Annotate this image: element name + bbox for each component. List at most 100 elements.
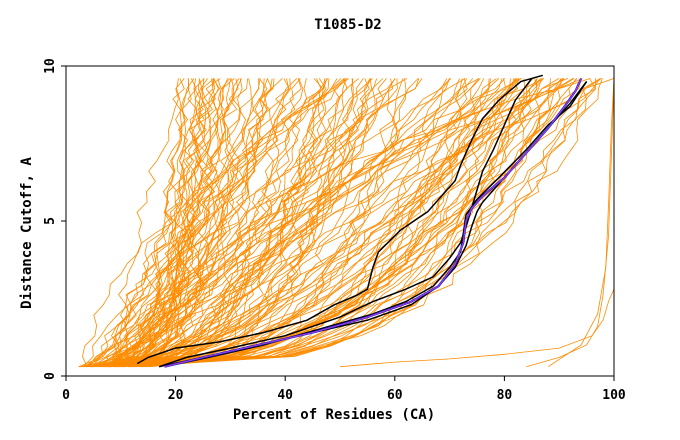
background-model-line bbox=[143, 78, 329, 368]
background-model-line bbox=[88, 78, 519, 367]
background-model-line bbox=[122, 78, 216, 368]
background-model-line bbox=[339, 289, 614, 368]
background-model-line bbox=[123, 78, 205, 368]
background-model-line bbox=[95, 78, 252, 368]
background-model-line bbox=[85, 78, 544, 368]
background-model-line bbox=[91, 78, 452, 368]
background-model-line bbox=[82, 78, 326, 367]
background-model-line bbox=[134, 78, 322, 367]
background-model-line bbox=[140, 78, 384, 368]
background-model-line bbox=[131, 78, 407, 368]
background-model-line bbox=[99, 78, 603, 368]
background-model-line bbox=[111, 78, 423, 367]
background-model-line bbox=[110, 78, 215, 368]
background-model-line bbox=[121, 78, 497, 368]
background-model-line bbox=[78, 78, 268, 368]
background-model-line bbox=[115, 78, 221, 367]
background-model-line bbox=[102, 78, 551, 368]
background-model-line bbox=[90, 78, 569, 368]
y-tick-label: 5 bbox=[43, 217, 58, 225]
x-axis-label: Percent of Residues (CA) bbox=[233, 407, 435, 423]
background-model-line bbox=[103, 78, 273, 368]
background-model-line bbox=[122, 78, 520, 368]
background-model-line bbox=[90, 78, 404, 368]
background-model-line bbox=[136, 78, 290, 368]
background-model-line bbox=[108, 78, 485, 368]
background-model-line bbox=[130, 78, 480, 368]
background-model-line bbox=[117, 78, 420, 367]
background-model-line bbox=[132, 78, 578, 368]
background-model-line bbox=[103, 78, 564, 368]
background-model-line bbox=[122, 78, 614, 367]
x-tick-label: 0 bbox=[62, 388, 70, 403]
background-model-line bbox=[107, 78, 190, 368]
background-model-line bbox=[85, 78, 460, 368]
background-model-line bbox=[120, 78, 451, 368]
y-tick-label: 10 bbox=[43, 58, 58, 74]
background-model-line bbox=[110, 78, 348, 368]
background-model-line bbox=[111, 78, 261, 368]
background-model-line bbox=[131, 78, 371, 368]
background-model-line bbox=[109, 78, 342, 368]
background-model-line bbox=[90, 78, 372, 368]
best-model-core-line bbox=[164, 78, 582, 368]
x-axis: 0 20 40 60 80 100 bbox=[62, 376, 626, 403]
background-model-line bbox=[129, 78, 354, 368]
background-model-line bbox=[78, 78, 522, 368]
background-model-line bbox=[142, 78, 268, 368]
x-tick-label: 20 bbox=[168, 388, 184, 403]
background-model-line bbox=[79, 78, 208, 368]
background-model-line bbox=[119, 78, 197, 368]
x-tick-label: 80 bbox=[497, 388, 513, 403]
background-model-line bbox=[113, 78, 185, 367]
background-model-line bbox=[129, 78, 542, 368]
background-model-line bbox=[547, 78, 614, 368]
background-model-line bbox=[109, 78, 526, 368]
background-model-line bbox=[114, 78, 192, 368]
background-model-line bbox=[96, 78, 373, 368]
background-model-line bbox=[120, 78, 522, 368]
chart-title: T1085-D2 bbox=[314, 17, 381, 33]
background-model-line bbox=[92, 78, 289, 368]
background-model-line bbox=[110, 78, 519, 368]
highlight-series-group bbox=[136, 74, 588, 368]
background-model-line bbox=[141, 78, 348, 368]
y-axis-label: Distance Cutoff, A bbox=[19, 157, 35, 309]
background-model-line bbox=[95, 78, 542, 368]
background-model-line bbox=[118, 78, 506, 367]
background-model-line bbox=[96, 78, 596, 368]
background-model-line bbox=[139, 78, 347, 368]
background-model-line bbox=[526, 78, 614, 368]
background-model-line bbox=[122, 78, 466, 367]
background-model-line bbox=[94, 78, 235, 368]
background-model-line bbox=[116, 78, 507, 368]
highlight-model-line bbox=[136, 74, 544, 365]
background-model-line bbox=[113, 78, 602, 368]
background-model-line bbox=[117, 78, 338, 367]
x-tick-label: 40 bbox=[277, 388, 293, 403]
background-model-line bbox=[142, 78, 328, 367]
background-model-line bbox=[87, 78, 216, 367]
background-model-line bbox=[107, 78, 364, 368]
background-model-line bbox=[128, 78, 450, 368]
background-model-line bbox=[105, 78, 538, 368]
background-model-line bbox=[117, 78, 243, 368]
x-tick-label: 100 bbox=[602, 388, 626, 403]
background-model-line bbox=[105, 78, 583, 367]
background-model-line bbox=[135, 78, 481, 368]
background-model-line bbox=[133, 78, 370, 368]
background-model-line bbox=[123, 78, 408, 368]
background-model-line bbox=[91, 78, 240, 368]
background-model-line bbox=[120, 78, 249, 368]
background-model-line bbox=[91, 78, 387, 368]
y-axis: 0 5 10 bbox=[43, 58, 66, 380]
x-tick-label: 60 bbox=[387, 388, 403, 403]
background-model-line bbox=[121, 78, 591, 367]
y-tick-label: 0 bbox=[43, 372, 58, 380]
background-series-group bbox=[78, 78, 614, 368]
background-model-line bbox=[97, 78, 185, 368]
highlight-model-line bbox=[158, 77, 533, 368]
background-model-line bbox=[123, 78, 532, 368]
background-model-line bbox=[142, 78, 544, 368]
